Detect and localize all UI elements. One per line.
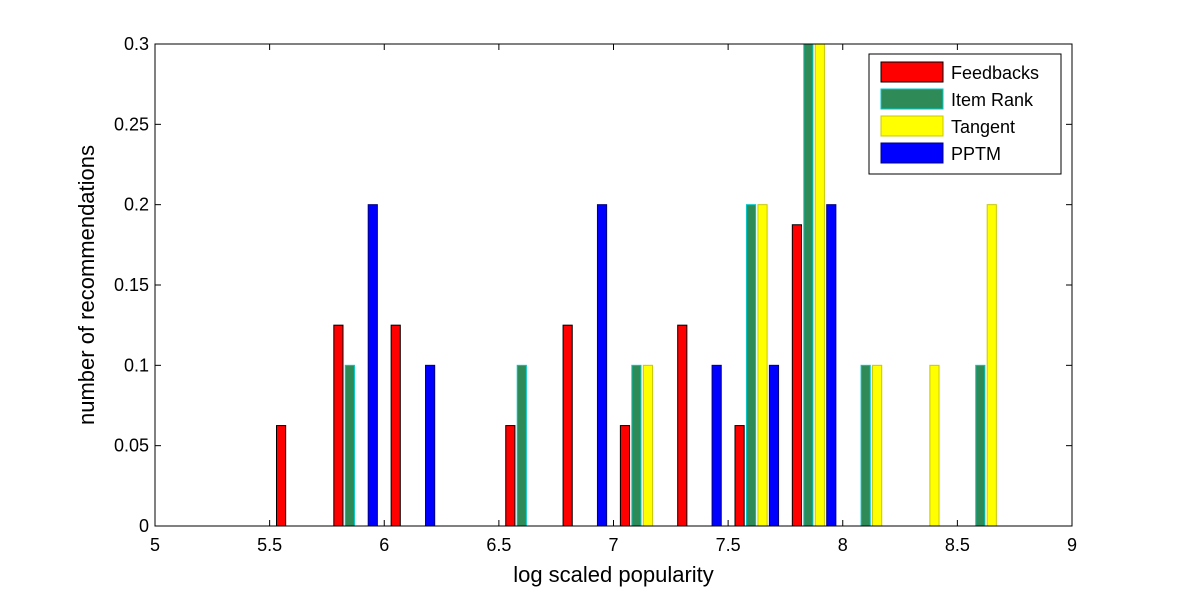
x-tick-label: 8.5: [945, 535, 970, 555]
bar-tangent-12: [872, 364, 883, 527]
bar-item-rank-8: [631, 364, 642, 527]
bar-feedbacks-10: [734, 425, 745, 527]
x-axis: 5 5.5 6 6.5 7 7.5 8 8.5 9: [150, 44, 1077, 555]
y-axis: 0 0.05 0.1 0.15 0.2 0.25 0.3: [114, 34, 1072, 536]
bar-tangent-8: [642, 364, 653, 527]
bar-item-rank-10: [745, 204, 757, 527]
bar-item-rank-11: [803, 43, 814, 527]
bar-feedbacks-2: [276, 425, 287, 527]
bar-pptm-10: [768, 364, 780, 527]
bar-item-rank-3: [344, 364, 355, 527]
bar-pptm-9: [711, 364, 722, 527]
x-tick-label: 6: [379, 535, 389, 555]
y-tick-label: 0: [139, 516, 149, 536]
x-tick-label: 9: [1067, 535, 1077, 555]
bar-feedbacks-6: [505, 425, 516, 527]
bar-pptm-4: [425, 364, 436, 527]
bar-item-rank-14: [975, 364, 986, 527]
x-tick-label: 7: [608, 535, 618, 555]
y-tick-label: 0.05: [114, 436, 149, 456]
bar-tangent-10: [757, 204, 768, 527]
bar-pptm-3: [367, 204, 378, 527]
y-tick-label: 0.1: [124, 355, 149, 375]
legend-label: Item Rank: [951, 90, 1034, 110]
bar-feedbacks-7: [562, 324, 573, 527]
y-tick-label: 0.3: [124, 34, 149, 54]
legend-label: Tangent: [951, 117, 1015, 137]
x-tick-label: 8: [838, 535, 848, 555]
bar-feedbacks-3: [333, 324, 344, 527]
bar-feedbacks-4: [390, 324, 401, 527]
y-tick-label: 0.2: [124, 195, 149, 215]
x-tick-label: 5.5: [257, 535, 282, 555]
bar-feedbacks-9: [677, 324, 688, 527]
bar-item-rank-12: [860, 364, 871, 527]
y-tick-label: 0.25: [114, 114, 149, 134]
x-axis-label: log scaled popularity: [513, 562, 714, 587]
x-tick-label: 7.5: [716, 535, 741, 555]
legend-swatch-tangent: [880, 115, 944, 137]
bar-feedbacks-11: [791, 224, 802, 527]
bar-item-rank-6: [516, 364, 527, 527]
legend-swatch-pptm: [880, 142, 944, 164]
y-tick-label: 0.15: [114, 275, 149, 295]
bar-tangent-11: [814, 43, 825, 527]
x-tick-label: 5: [150, 535, 160, 555]
bar-pptm-7: [596, 204, 608, 527]
legend-label: Feedbacks: [951, 63, 1039, 83]
bar-tangent-13: [929, 364, 940, 527]
bar-tangent-14: [986, 204, 997, 527]
y-axis-label: number of recommendations: [74, 145, 99, 425]
bar-pptm-11: [826, 204, 837, 527]
bar-feedbacks-8: [619, 425, 631, 527]
x-tick-label: 6.5: [486, 535, 511, 555]
legend-label: PPTM: [951, 144, 1001, 164]
legend-swatch-feedbacks: [880, 61, 944, 83]
legend: Feedbacks Item Rank Tangent PPTM: [868, 53, 1062, 175]
legend-swatch-item-rank: [880, 88, 944, 110]
